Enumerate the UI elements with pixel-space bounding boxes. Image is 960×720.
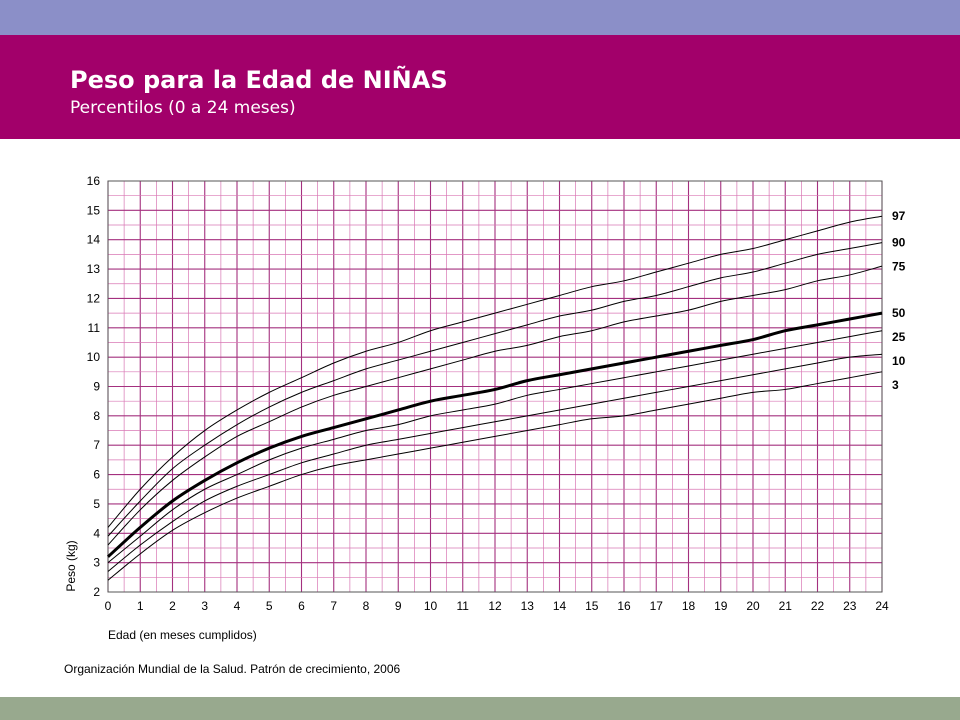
percentile-curve-p50: [106, 311, 883, 558]
x-tick-label: 5: [266, 599, 273, 613]
x-axis-label: Edad (en meses cumplidos): [108, 628, 257, 642]
page-title: Peso para la Edad de NIÑAS: [70, 66, 448, 94]
percentile-curve-p75: [107, 265, 883, 546]
chart-grid: [107, 180, 883, 593]
y-tick-label: 13: [87, 262, 101, 276]
x-tick-label: 9: [395, 599, 402, 613]
x-tick-label: 16: [617, 599, 631, 613]
percentile-curve-p90: [107, 242, 883, 537]
x-tick-label: 6: [298, 599, 305, 613]
header-band: [0, 35, 960, 139]
x-tick-label: 4: [234, 599, 241, 613]
y-tick-label: 9: [93, 380, 100, 394]
x-tick-label: 13: [521, 599, 535, 613]
x-tick-label: 23: [843, 599, 857, 613]
percentile-label: 10: [892, 354, 906, 368]
source-note: Organización Mundial de la Salud. Patrón…: [64, 662, 401, 676]
page-subtitle: Percentilos (0 a 24 meses): [70, 98, 296, 118]
y-tick-label: 10: [87, 350, 101, 364]
y-tick-label: 12: [87, 291, 101, 305]
percentile-label: 75: [892, 260, 906, 274]
x-tick-label: 12: [488, 599, 502, 613]
percentile-label: 25: [892, 330, 906, 344]
percentile-label: 3: [892, 378, 899, 392]
y-tick-label: 3: [93, 556, 100, 570]
y-tick-label: 6: [93, 468, 100, 482]
x-tick-label: 3: [201, 599, 208, 613]
y-tick-label: 15: [87, 203, 101, 217]
x-tick-label: 8: [363, 599, 370, 613]
x-tick-label: 24: [875, 599, 889, 613]
y-tick-label: 16: [87, 174, 101, 188]
percentile-label: 50: [892, 306, 906, 320]
percentile-labels: 97 90 75 50 25 10 3: [892, 209, 906, 392]
x-tick-label: 11: [457, 599, 470, 613]
y-tick-label: 4: [93, 526, 100, 540]
x-tick-label: 20: [746, 599, 760, 613]
x-tick-label: 22: [811, 599, 825, 613]
bottom-band: [0, 697, 960, 720]
percentile-curve-p10: [107, 353, 883, 572]
x-tick-label: 0: [105, 599, 112, 613]
percentile-curve-p3: [107, 371, 883, 581]
y-tick-label: 5: [93, 497, 100, 511]
percentile-label: 90: [892, 236, 906, 250]
x-tick-label: 15: [585, 599, 599, 613]
x-tick-label: 7: [330, 599, 337, 613]
top-band: [0, 0, 960, 35]
x-tick-label: 14: [553, 599, 567, 613]
x-tick-label: 17: [650, 599, 664, 613]
x-tick-label: 21: [779, 599, 793, 613]
x-tick-label: 1: [137, 599, 144, 613]
x-tick-label: 18: [682, 599, 696, 613]
percentile-label: 97: [892, 209, 906, 223]
percentile-curve-p97: [107, 215, 883, 528]
plot-frame: [107, 180, 883, 593]
y-tick-label: 7: [93, 438, 100, 452]
tick-labels: 0 1 2 3 4 5 6 7 8 9 10 11 12 13 14 15 16 17 18 19 20 21 22 23 24…: [87, 174, 889, 613]
x-tick-label: 2: [169, 599, 176, 613]
y-axis-label: Peso (kg): [64, 540, 78, 591]
x-tick-label: 19: [714, 599, 728, 613]
x-tick-label: 10: [424, 599, 438, 613]
y-tick-label: 8: [93, 409, 100, 423]
y-tick-label: 11: [88, 321, 101, 335]
y-tick-label: 2: [93, 585, 100, 599]
y-tick-label: 14: [87, 233, 101, 247]
percentile-curves: [106, 215, 883, 581]
percentile-curve-p25: [107, 330, 883, 564]
